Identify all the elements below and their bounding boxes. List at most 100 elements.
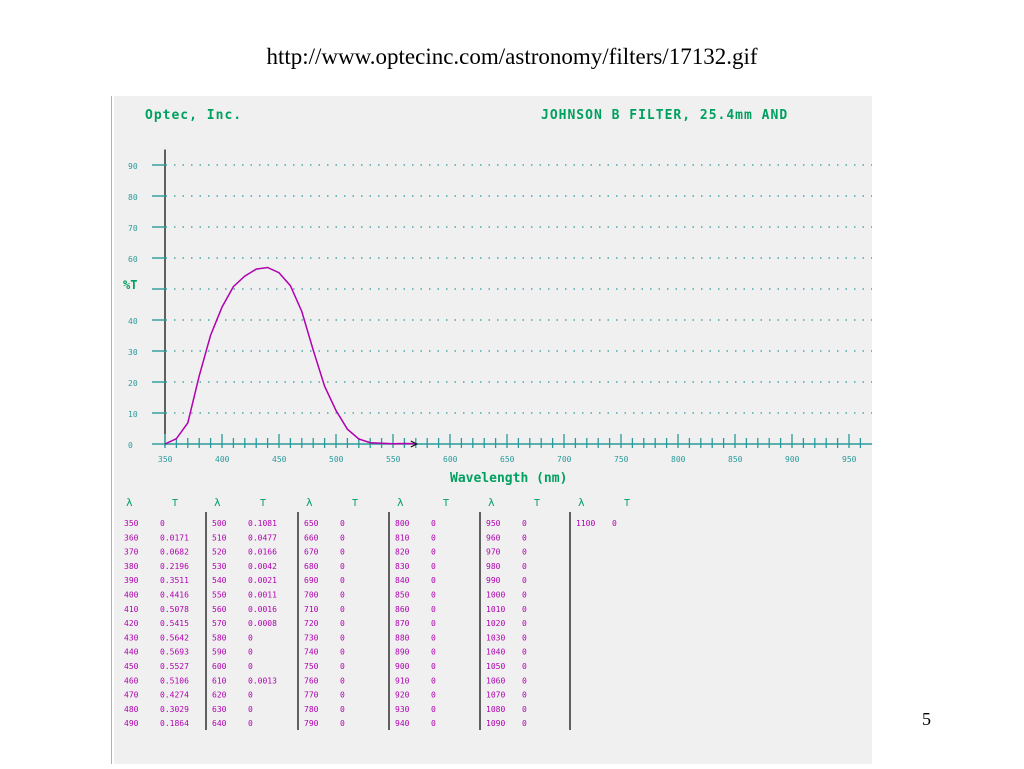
x-axis-label: Wavelength (nm) (450, 471, 567, 486)
table-wavelength: 620 (212, 691, 227, 700)
plot-axes (164, 149, 872, 446)
table-wavelength: 890 (395, 648, 410, 657)
table-transmission: 0 (340, 605, 345, 614)
table-transmission: 0.5527 (160, 662, 189, 671)
table-wavelength: 610 (212, 676, 227, 685)
table-header-lambda: λ (214, 496, 221, 509)
table-transmission: 0 (340, 705, 345, 714)
table-transmission: 0.5106 (160, 676, 189, 685)
table-wavelength: 1090 (486, 719, 505, 728)
table-wavelength: 470 (124, 691, 139, 700)
table-wavelength: 440 (124, 648, 139, 657)
table-wavelength: 550 (212, 591, 227, 600)
table-wavelength: 1020 (486, 619, 505, 628)
table-wavelength: 390 (124, 576, 139, 585)
table-wavelength: 560 (212, 605, 227, 614)
table-transmission: 0 (431, 633, 436, 642)
table-wavelength: 450 (124, 662, 139, 671)
y-tick-label: 80 (128, 193, 138, 202)
table-transmission: 0 (522, 548, 527, 557)
table-transmission: 0 (248, 705, 253, 714)
table-header-t: T (352, 498, 358, 509)
table-transmission: 0 (431, 648, 436, 657)
table-wavelength: 660 (304, 533, 319, 542)
table-wavelength: 770 (304, 691, 319, 700)
table-transmission: 0.5642 (160, 633, 189, 642)
table-wavelength: 990 (486, 576, 501, 585)
table-wavelength: 790 (304, 719, 319, 728)
table-transmission: 0.0042 (248, 562, 277, 571)
curve-end-arrow (410, 440, 418, 448)
y-axis-label: %T (123, 278, 137, 292)
table-wavelength: 360 (124, 533, 139, 542)
table-transmission: 0 (340, 519, 345, 528)
table-wavelength: 420 (124, 619, 139, 628)
filter-figure: Optec, Inc. JOHNSON B FILTER, 25.4mm AND… (123, 108, 872, 730)
table-transmission: 0 (431, 533, 436, 542)
transmission-curve (164, 266, 416, 445)
table-wavelength: 590 (212, 648, 227, 657)
y-tick-label: 60 (128, 255, 138, 264)
table-wavelength: 600 (212, 662, 227, 671)
table-header-lambda: λ (578, 496, 585, 509)
table-wavelength: 850 (395, 591, 410, 600)
table-transmission: 0 (340, 576, 345, 585)
table-wavelength: 640 (212, 719, 227, 728)
table-wavelength: 680 (304, 562, 319, 571)
table-wavelength: 1010 (486, 605, 505, 614)
y-tick-label: 20 (128, 379, 138, 388)
table-wavelength: 820 (395, 548, 410, 557)
table-transmission: 0 (431, 676, 436, 685)
table-wavelength: 1050 (486, 662, 505, 671)
table-wavelength: 1080 (486, 705, 505, 714)
table-transmission: 0.0682 (160, 548, 189, 557)
table-transmission: 0 (612, 519, 617, 528)
y-tick-label: 30 (128, 348, 138, 357)
table-wavelength: 950 (486, 519, 501, 528)
table-transmission: 0.5415 (160, 619, 189, 628)
y-tick-label: 90 (128, 162, 138, 171)
table-transmission: 0.1081 (248, 519, 277, 528)
table-wavelength: 910 (395, 676, 410, 685)
table-wavelength: 1040 (486, 648, 505, 657)
x-tick-label: 800 (671, 455, 686, 464)
table-wavelength: 370 (124, 548, 139, 557)
table-transmission: 0 (522, 562, 527, 571)
table-transmission: 0 (522, 648, 527, 657)
table-wavelength: 400 (124, 591, 139, 600)
transmission-table: λ T 350 0 360 0.0171 370 0.0682 380 0.2196 390 0.35… (124, 496, 630, 730)
x-tick-label: 750 (614, 455, 629, 464)
table-header-lambda: λ (488, 496, 495, 509)
table-transmission: 0 (340, 676, 345, 685)
table-wavelength: 980 (486, 562, 501, 571)
table-transmission: 0 (340, 633, 345, 642)
table-transmission: 0 (248, 648, 253, 657)
table-transmission: 0 (431, 519, 436, 528)
table-transmission: 0 (340, 548, 345, 557)
table-header-t: T (534, 498, 540, 509)
table-transmission: 0.0021 (248, 576, 277, 585)
table-transmission: 0 (431, 548, 436, 557)
table-transmission: 0 (431, 619, 436, 628)
y-tick-label: 0 (128, 441, 133, 450)
x-tick-label: 400 (215, 455, 230, 464)
table-transmission: 0.0013 (248, 676, 277, 685)
table-wavelength: 1100 (576, 519, 595, 528)
table-transmission: 0.0166 (248, 548, 277, 557)
table-wavelength: 750 (304, 662, 319, 671)
table-wavelength: 380 (124, 562, 139, 571)
table-wavelength: 740 (304, 648, 319, 657)
table-transmission: 0.0477 (248, 533, 277, 542)
table-transmission: 0 (340, 562, 345, 571)
table-transmission: 0.1864 (160, 719, 189, 728)
table-header-t: T (260, 498, 266, 509)
table-transmission: 0.4416 (160, 591, 189, 600)
table-transmission: 0.0171 (160, 533, 189, 542)
table-header-lambda: λ (397, 496, 404, 509)
table-wavelength: 960 (486, 533, 501, 542)
table-wavelength: 1000 (486, 591, 505, 600)
table-wavelength: 720 (304, 619, 319, 628)
table-wavelength: 1060 (486, 676, 505, 685)
x-tick-label: 500 (329, 455, 344, 464)
table-wavelength: 460 (124, 676, 139, 685)
